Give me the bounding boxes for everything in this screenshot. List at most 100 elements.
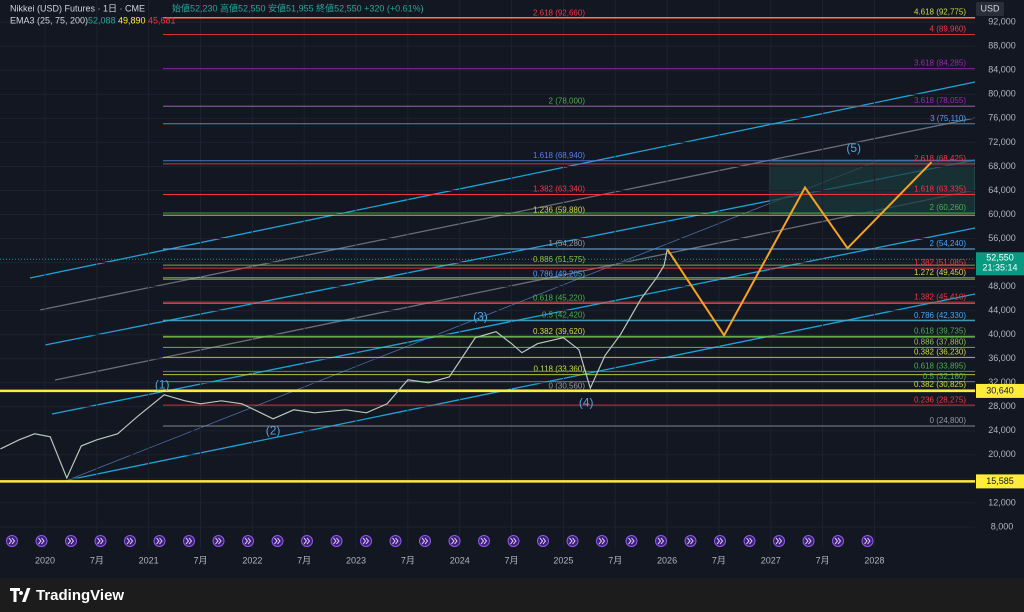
event-chevron [716, 537, 724, 545]
fib-label: 1.382 (51,085) [914, 258, 966, 267]
currency-button[interactable] [976, 2, 1004, 16]
price-badge [976, 252, 1024, 276]
event-chevron [392, 537, 399, 545]
fib-label: 1.382 (63,340) [533, 185, 585, 194]
fib-label: 4.618 (92,775) [914, 8, 966, 17]
fib-label: 0.786 (42,330) [914, 311, 966, 320]
fib-label: 2.618 (68,425) [914, 154, 966, 163]
x-tick-label: 7月 [608, 555, 622, 565]
wave-label: (1) [155, 377, 170, 391]
fib-label: 0.618 (33,895) [914, 361, 966, 370]
currency[interactable]: USD [980, 3, 1000, 13]
fib-label: 1.236 (59,880) [533, 205, 585, 214]
price-badge-label: 30,640 [986, 385, 1014, 395]
y-tick-label: 8,000 [991, 521, 1014, 531]
x-tick-label: 7月 [297, 555, 311, 565]
y-tick-label: 20,000 [988, 449, 1016, 459]
event-chevron [628, 537, 635, 545]
y-tick-label: 64,000 [988, 185, 1016, 195]
fib-label: 0.118 (33,360) [534, 365, 586, 374]
event-chevron [126, 537, 134, 545]
x-tick-label: 2021 [139, 555, 159, 565]
event-chevron [775, 537, 783, 545]
event-chevron [687, 537, 694, 545]
fib-label: 0.618 (39,735) [914, 326, 966, 335]
fib-label: 0.886 (37,880) [914, 338, 966, 347]
event-chevron [244, 537, 252, 545]
event-chevron [805, 537, 812, 545]
event-chevron [67, 537, 75, 545]
event-chevron [746, 537, 753, 545]
event-chevron [451, 537, 458, 545]
y-tick-label: 56,000 [988, 233, 1016, 243]
fib-label: 0.382 (30,825) [914, 380, 966, 389]
event-chevron [657, 537, 665, 545]
event-chevron [303, 537, 311, 545]
y-tick-label: 80,000 [988, 89, 1016, 99]
fib-label: 0 (30,560) [549, 382, 586, 391]
event-chevron [156, 537, 163, 545]
y-tick-label: 44,000 [988, 305, 1016, 315]
event-chevron [510, 537, 517, 545]
event-chevron [421, 537, 429, 545]
x-tick-label: 2026 [657, 555, 677, 565]
y-tick-label: 28,000 [988, 401, 1016, 411]
event-chevron [539, 537, 547, 545]
event-chevron [864, 537, 871, 545]
logo-mark [10, 588, 31, 602]
fib-label: 0.786 (49,205) [533, 269, 585, 278]
target-zone [769, 159, 976, 215]
countdown: 21:35:14 [982, 263, 1017, 273]
y-tick-label: 84,000 [988, 65, 1016, 75]
event-chevron [480, 537, 488, 545]
ema-value: 49,890 [118, 15, 146, 25]
event-chevron [97, 537, 104, 545]
symbol: Nikkei (USD) Futures · 1日 · CME [10, 3, 145, 13]
fib-label: 1.618 (63,335) [914, 185, 966, 194]
y-tick-label: 40,000 [988, 329, 1016, 339]
x-tick-label: 2028 [864, 555, 884, 565]
x-tick-label: 2024 [450, 555, 470, 565]
footer: TradingView [0, 578, 1024, 612]
x-tick-label: 2022 [242, 555, 262, 565]
x-tick-label: 7月 [816, 555, 830, 565]
fib-label: 0.618 (45,220) [533, 293, 585, 302]
fib-label: 0.886 (51,575) [533, 255, 585, 264]
x-tick-label: 7月 [194, 555, 208, 565]
fib-label: 3 (75,110) [930, 114, 966, 123]
fib-label: 3.618 (78,055) [914, 96, 966, 105]
y-tick-label: 88,000 [988, 41, 1016, 51]
event-chevron [362, 537, 370, 545]
fib-label: 1 (54,280) [549, 239, 586, 248]
fib-label: 1.382 (45,410) [914, 292, 966, 301]
fib-label: 2 (54,240) [930, 239, 967, 248]
event-chevron [333, 537, 340, 545]
y-tick-label: 72,000 [988, 137, 1016, 147]
fib-label: 0 (24,800) [930, 416, 967, 425]
y-tick-label: 48,000 [988, 281, 1016, 291]
chart-layer: 8,00012,00016,00020,00024,00028,00032,00… [0, 0, 1024, 565]
wave-label: (2) [266, 424, 281, 438]
series-line [0, 249, 668, 480]
price-badge-label: 15,585 [986, 476, 1014, 486]
channel-line [67, 293, 976, 481]
ohlc: 始値52,230 高値52,550 安値51,955 終値52,550 +320… [172, 2, 424, 13]
x-tick-label: 7月 [505, 555, 519, 565]
wave-label: (5) [846, 141, 861, 155]
x-tick-label: 2025 [553, 555, 573, 565]
price-badge-label: 52,550 [986, 253, 1014, 263]
wave-label: (4) [579, 395, 594, 409]
price-badge [976, 383, 1024, 398]
x-tick-label: 7月 [712, 555, 726, 565]
ema-value: 45,681 [148, 15, 176, 25]
event-chevron [598, 537, 606, 545]
fib-label: 0.5 (32,180) [923, 372, 966, 381]
event-chevron [834, 537, 842, 545]
brand: TradingView [36, 587, 124, 604]
event-chevron [569, 537, 576, 545]
y-tick-label: 68,000 [988, 161, 1016, 171]
indicator: EMA3 (25, 75, 200) [10, 15, 88, 25]
x-tick-label: 2023 [346, 555, 366, 565]
x-tick-label: 2020 [35, 555, 55, 565]
fib-label: 0.382 (36,230) [914, 347, 966, 356]
